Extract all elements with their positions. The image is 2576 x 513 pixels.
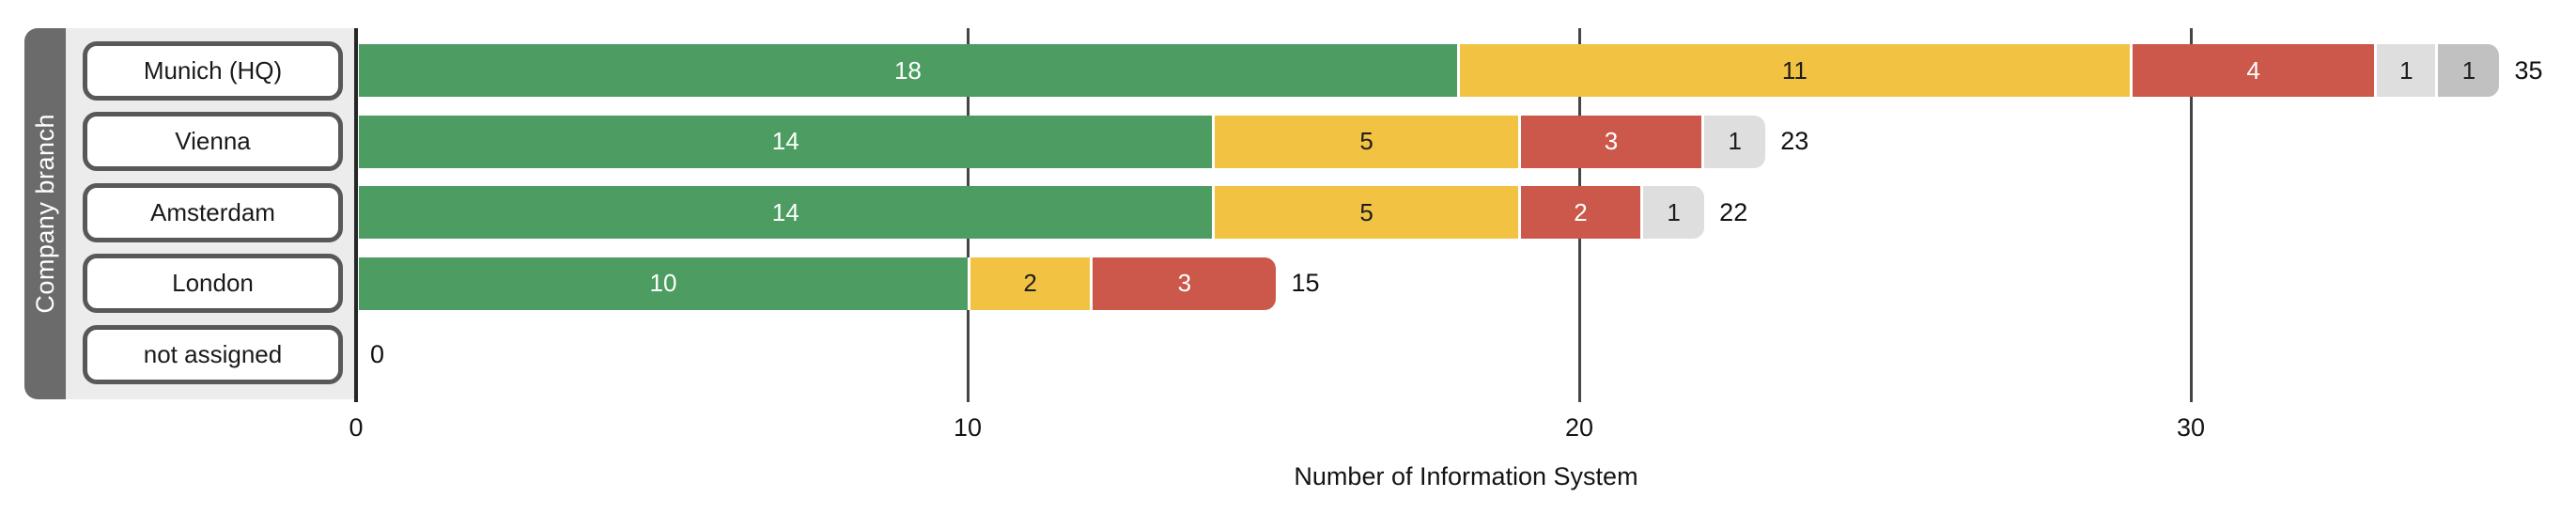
bar-segment[interactable]: 5 [1215,115,1521,168]
bar-segment[interactable]: 1 [2438,44,2500,97]
x-tick-label: 0 [349,413,364,442]
bar-value-label: 10 [649,269,677,297]
y-axis-band: Company branch [24,28,66,399]
branch-button[interactable]: Vienna [83,112,343,171]
y-axis-title: Company branch [30,114,59,314]
bar-value-label: 14 [771,197,799,226]
y-axis-panel: Company branch Munich (HQ) Vienna Amsterda… [24,28,357,399]
bar-segment[interactable]: 2 [1520,186,1644,239]
bar-total-label: 23 [1780,127,1809,155]
bar-segment[interactable]: 3 [1520,115,1705,168]
bar-segment[interactable]: 1 [1643,186,1705,239]
x-tick-label: 30 [2176,413,2206,442]
bar-value-label: 5 [1359,127,1373,155]
x-tick-label: 10 [953,413,983,442]
bar-total-label: 35 [2514,55,2543,85]
bar-total-label: 15 [1291,269,1320,297]
bar-segment[interactable]: 1 [1704,115,1766,168]
branch-button[interactable]: not assigned [83,324,343,384]
bar-value-label: 14 [771,127,799,155]
bar-value-label: 5 [1359,197,1373,226]
bar-row: 14 5 2 1 22 [359,186,1747,239]
bar-value-label: 1 [2399,55,2413,85]
bar-row: 18 11 4 1 1 35 [359,44,2543,97]
x-axis-title: Number of Information System [1294,462,1638,490]
bar-segment[interactable]: 5 [1215,186,1521,239]
bar-segment[interactable]: 10 [359,256,970,310]
bar-segment[interactable]: 1 [2377,44,2439,97]
bar-value-label: 1 [1728,127,1742,155]
bar-value-label: 1 [2461,55,2476,85]
branch-button[interactable]: London [83,254,343,313]
bar-segment[interactable]: 18 [359,44,1460,97]
bar-value-label: 3 [1604,127,1619,155]
bar-segment[interactable]: 3 [1093,256,1277,310]
bar-row: 14 5 3 1 23 [359,115,1809,168]
bar-value-label: 18 [893,55,922,85]
bar-value-label: 11 [1781,55,1808,85]
bar-segment[interactable]: 14 [359,115,1216,168]
gridline [2189,28,2193,402]
bar-value-label: 4 [2246,55,2260,85]
y-axis-line [354,28,358,402]
bar-row: 0 [359,328,384,381]
bar-segment[interactable]: 4 [2132,44,2378,97]
bar-value-label: 2 [1574,197,1588,226]
bar-segment[interactable]: 14 [359,186,1216,239]
bar-value-label: 1 [1667,197,1681,226]
bar-segment[interactable]: 11 [1459,44,2133,97]
bar-value-label: 2 [1023,269,1037,297]
bar-total-label: 0 [370,339,385,368]
bar-value-label: 3 [1177,269,1192,297]
bar-segment[interactable]: 2 [970,256,1094,310]
x-tick-label: 20 [1564,413,1594,442]
branch-button[interactable]: Munich (HQ) [83,40,343,101]
branch-button[interactable]: Amsterdam [83,182,343,242]
bar-total-label: 22 [1719,197,1748,226]
bar-row: 10 2 3 15 [359,256,1320,310]
